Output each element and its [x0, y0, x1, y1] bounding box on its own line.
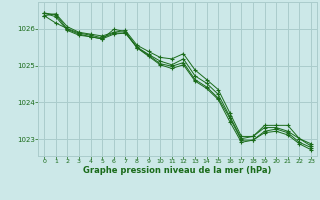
X-axis label: Graphe pression niveau de la mer (hPa): Graphe pression niveau de la mer (hPa): [84, 166, 272, 175]
